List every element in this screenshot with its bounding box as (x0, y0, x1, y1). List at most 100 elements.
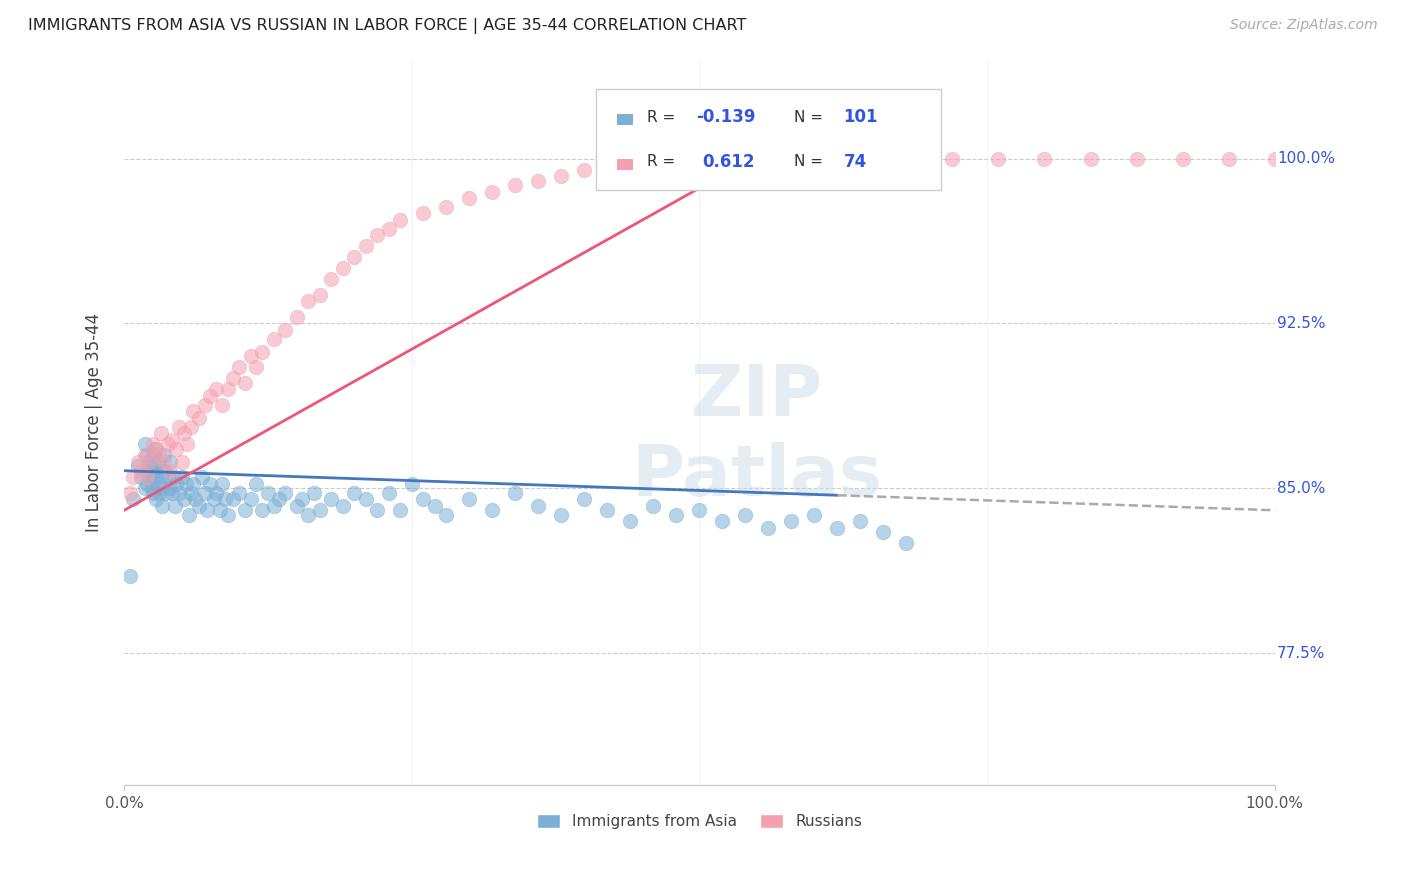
Point (872, 525, 894, 540)
Point (285, 499, 308, 513)
Point (250, 345, 273, 359)
Text: Source: ZipAtlas.com: Source: ZipAtlas.com (1230, 18, 1378, 32)
Point (131, 464, 153, 478)
Point (803, 508, 825, 522)
Point (180, 485, 202, 500)
Text: -0.139: -0.139 (696, 108, 756, 126)
Point (1264, 152, 1286, 166)
Point (173, 426, 195, 441)
Point (176, 437, 198, 451)
Point (619, 514, 641, 528)
Point (134, 481, 156, 495)
Point (734, 508, 756, 522)
Point (1080, 152, 1102, 166)
Point (354, 492, 377, 507)
Point (214, 492, 236, 507)
Bar (616, 114, 633, 125)
Bar (616, 159, 633, 169)
Point (173, 492, 195, 507)
Point (156, 470, 179, 484)
Point (574, 492, 596, 507)
Text: N =: N = (794, 154, 828, 169)
Point (148, 485, 170, 500)
Point (208, 503, 231, 517)
Point (138, 455, 160, 469)
Point (127, 459, 149, 474)
Point (150, 499, 173, 513)
Point (849, 514, 872, 528)
Point (758, 152, 780, 166)
Point (141, 481, 163, 495)
Point (803, 152, 825, 166)
Point (481, 503, 503, 517)
Point (503, 178, 526, 192)
Point (211, 476, 233, 491)
Point (665, 152, 688, 166)
Point (143, 455, 166, 469)
Point (643, 499, 665, 513)
Point (202, 492, 225, 507)
Point (412, 206, 434, 220)
Point (145, 464, 167, 478)
Point (423, 499, 446, 513)
Point (162, 470, 184, 484)
Text: 0.612: 0.612 (702, 153, 755, 170)
Point (169, 485, 191, 500)
Point (217, 383, 239, 397)
Point (1171, 152, 1194, 166)
Text: 74: 74 (844, 153, 866, 170)
Point (434, 508, 457, 522)
Point (138, 455, 160, 469)
Point (734, 152, 756, 166)
Point (170, 455, 193, 469)
Point (228, 360, 250, 375)
Point (118, 485, 141, 500)
Point (366, 228, 388, 243)
Point (401, 476, 423, 491)
Text: 101: 101 (844, 108, 877, 126)
Point (159, 464, 181, 478)
Point (118, 569, 141, 583)
Point (136, 464, 159, 478)
Point (550, 169, 572, 183)
Point (711, 152, 734, 166)
Point (354, 239, 377, 253)
Point (233, 376, 256, 390)
Point (1218, 152, 1240, 166)
Point (332, 261, 354, 276)
Point (458, 492, 481, 507)
Point (321, 272, 343, 286)
Point (239, 350, 262, 364)
Point (711, 514, 734, 528)
Point (377, 485, 399, 500)
Point (596, 156, 619, 170)
Point (389, 503, 412, 517)
Legend: Immigrants from Asia, Russians: Immigrants from Asia, Russians (530, 808, 868, 836)
Point (153, 464, 176, 478)
Point (181, 404, 204, 418)
Point (122, 492, 145, 507)
Point (233, 503, 256, 517)
Point (153, 455, 176, 469)
Point (849, 152, 872, 166)
Point (619, 152, 641, 166)
Point (134, 437, 156, 451)
Point (148, 476, 170, 491)
Point (143, 470, 166, 484)
Point (688, 152, 710, 166)
Point (412, 492, 434, 507)
Text: N =: N = (794, 110, 828, 125)
Point (156, 437, 179, 451)
Point (308, 288, 330, 302)
Point (458, 191, 481, 205)
Point (245, 476, 267, 491)
Point (148, 448, 170, 462)
Point (780, 514, 803, 528)
Point (527, 173, 550, 187)
Point (136, 476, 159, 491)
Text: 85.0%: 85.0% (1277, 481, 1326, 496)
Point (194, 398, 217, 412)
Text: 100.0%: 100.0% (1277, 151, 1334, 166)
Point (122, 470, 145, 484)
Point (343, 485, 366, 500)
